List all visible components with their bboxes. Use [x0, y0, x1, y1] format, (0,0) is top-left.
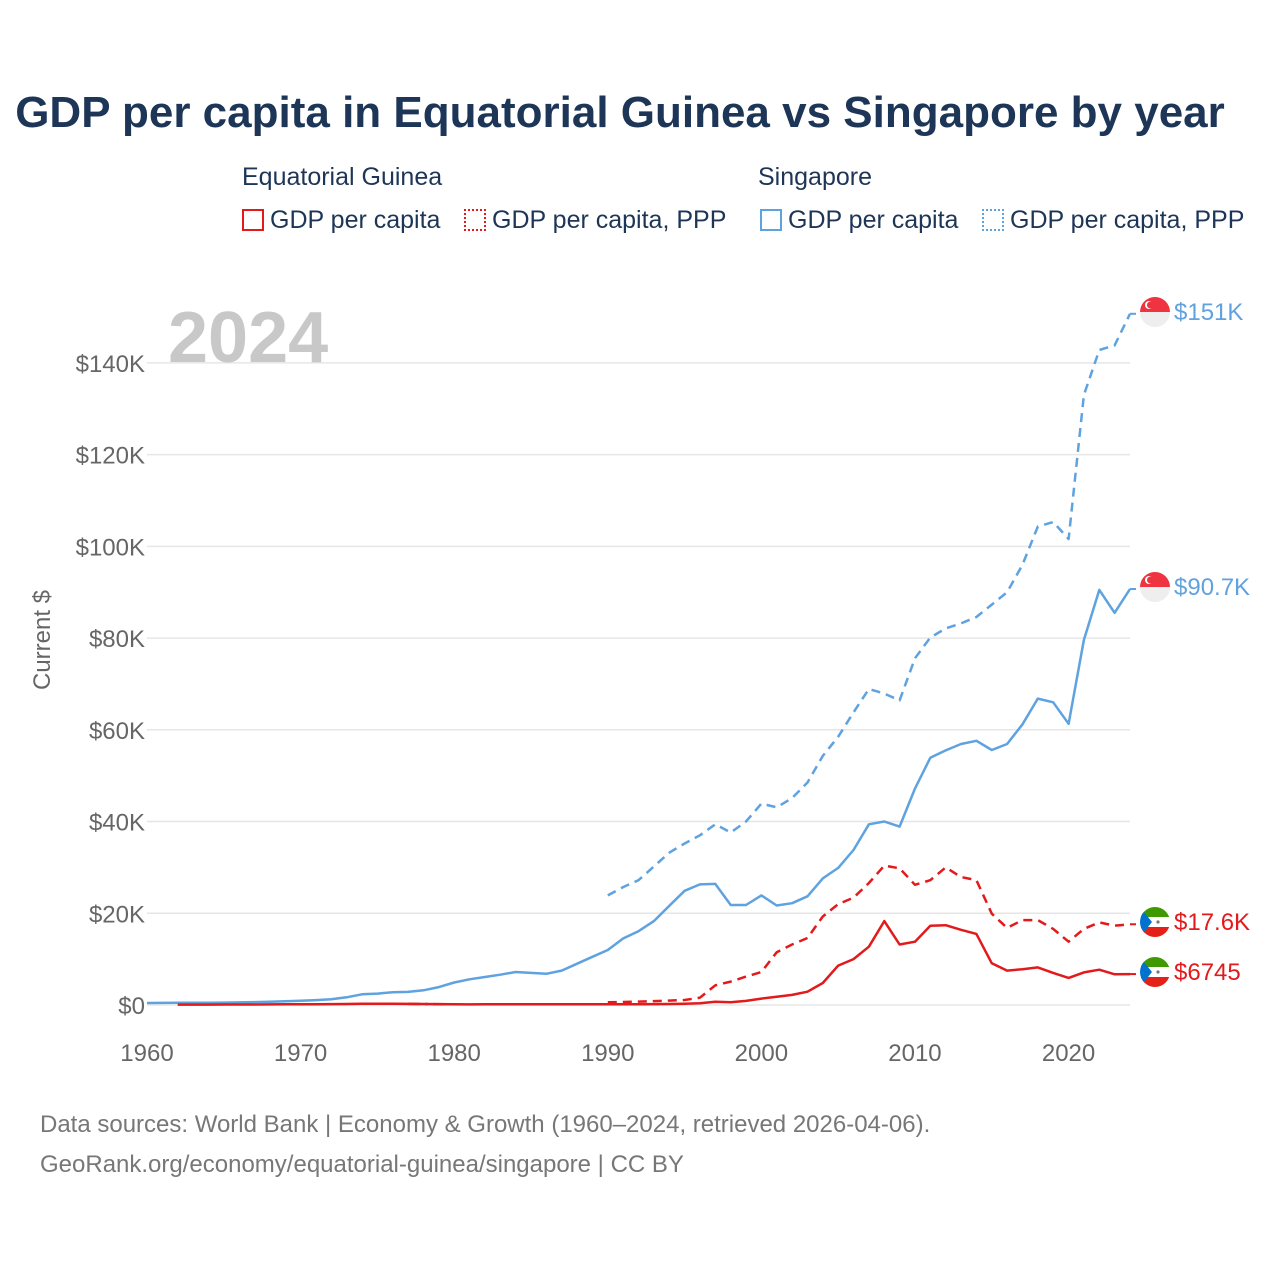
- sources-line-2[interactable]: GeoRank.org/economy/equatorial-guinea/si…: [40, 1151, 684, 1178]
- end-label-singapore-ppp: $151K: [1174, 299, 1243, 326]
- y-tick-label: $140K: [76, 351, 145, 378]
- legend-item-singapore-gdp-ppp[interactable]: GDP per capita, PPP: [982, 205, 1244, 235]
- singapore-flag-icon: [1140, 572, 1170, 602]
- legend-swatch-solid-red: [242, 209, 264, 231]
- x-tick-label: 2020: [1042, 1040, 1095, 1067]
- legend-item-singapore-gdp[interactable]: GDP per capita: [760, 205, 958, 235]
- legend-group-singapore: Singapore: [758, 163, 872, 191]
- end-label-eq-guinea-ppp: $17.6K: [1174, 909, 1250, 936]
- y-tick-label: $80K: [89, 626, 145, 653]
- x-tick-label: 1990: [581, 1040, 634, 1067]
- legend-group-equatorial-guinea: Equatorial Guinea: [242, 163, 443, 191]
- legend-item-eq-guinea-gdp[interactable]: GDP per capita: [242, 205, 440, 235]
- line-chart: $0 $20K $40K $60K $80K $100K $120K $140K 1960 197…: [29, 297, 1250, 1067]
- equatorial-guinea-flag-icon: [1140, 957, 1170, 987]
- y-tick-label: $20K: [89, 901, 145, 928]
- series-line-singapore-gdp-per-capita: [146, 588, 1132, 1005]
- x-tick-label: 2000: [735, 1040, 788, 1067]
- legend-swatch-solid-blue: [760, 209, 782, 231]
- y-tick-label: $0: [118, 993, 145, 1020]
- end-label-eq-guinea-gdp: $6745: [1174, 959, 1241, 986]
- singapore-flag-icon: [1140, 297, 1170, 327]
- legend-swatch-dotted-red: [464, 209, 486, 231]
- legend-label: GDP per capita, PPP: [1010, 205, 1245, 234]
- series-line-equatorial-guinea-gdp-per-capita-ppp: [607, 864, 1131, 1004]
- y-tick-label: $40K: [89, 810, 145, 837]
- x-tick-label: 1960: [120, 1040, 173, 1067]
- data-sources: Data sources: World Bank | Economy & Gro…: [40, 1105, 930, 1185]
- series-line-singapore-gdp-per-capita-ppp: [607, 313, 1132, 897]
- legend-item-eq-guinea-gdp-ppp[interactable]: GDP per capita, PPP: [464, 205, 726, 235]
- x-tick-label: 1970: [274, 1040, 327, 1067]
- x-tick-label: 2010: [888, 1040, 941, 1067]
- year-watermark: 2024: [168, 298, 328, 378]
- legend-label: GDP per capita, PPP: [492, 205, 727, 234]
- y-tick-label: $120K: [76, 443, 145, 470]
- series-line-equatorial-guinea-gdp-per-capita: [177, 919, 1131, 1006]
- x-tick-label: 1980: [427, 1040, 480, 1067]
- legend-swatch-dotted-blue: [982, 209, 1004, 231]
- chart-title: GDP per capita in Equatorial Guinea vs S…: [15, 88, 1225, 137]
- y-axis-label: Current $: [29, 590, 56, 690]
- end-label-singapore-gdp: $90.7K: [1174, 574, 1250, 601]
- equatorial-guinea-flag-icon: [1140, 907, 1170, 937]
- sources-line-1: Data sources: World Bank | Economy & Gro…: [40, 1111, 931, 1138]
- legend-label: GDP per capita: [270, 205, 441, 234]
- y-tick-label: $100K: [76, 534, 145, 561]
- legend-label: GDP per capita: [788, 205, 959, 234]
- y-tick-label: $60K: [89, 718, 145, 745]
